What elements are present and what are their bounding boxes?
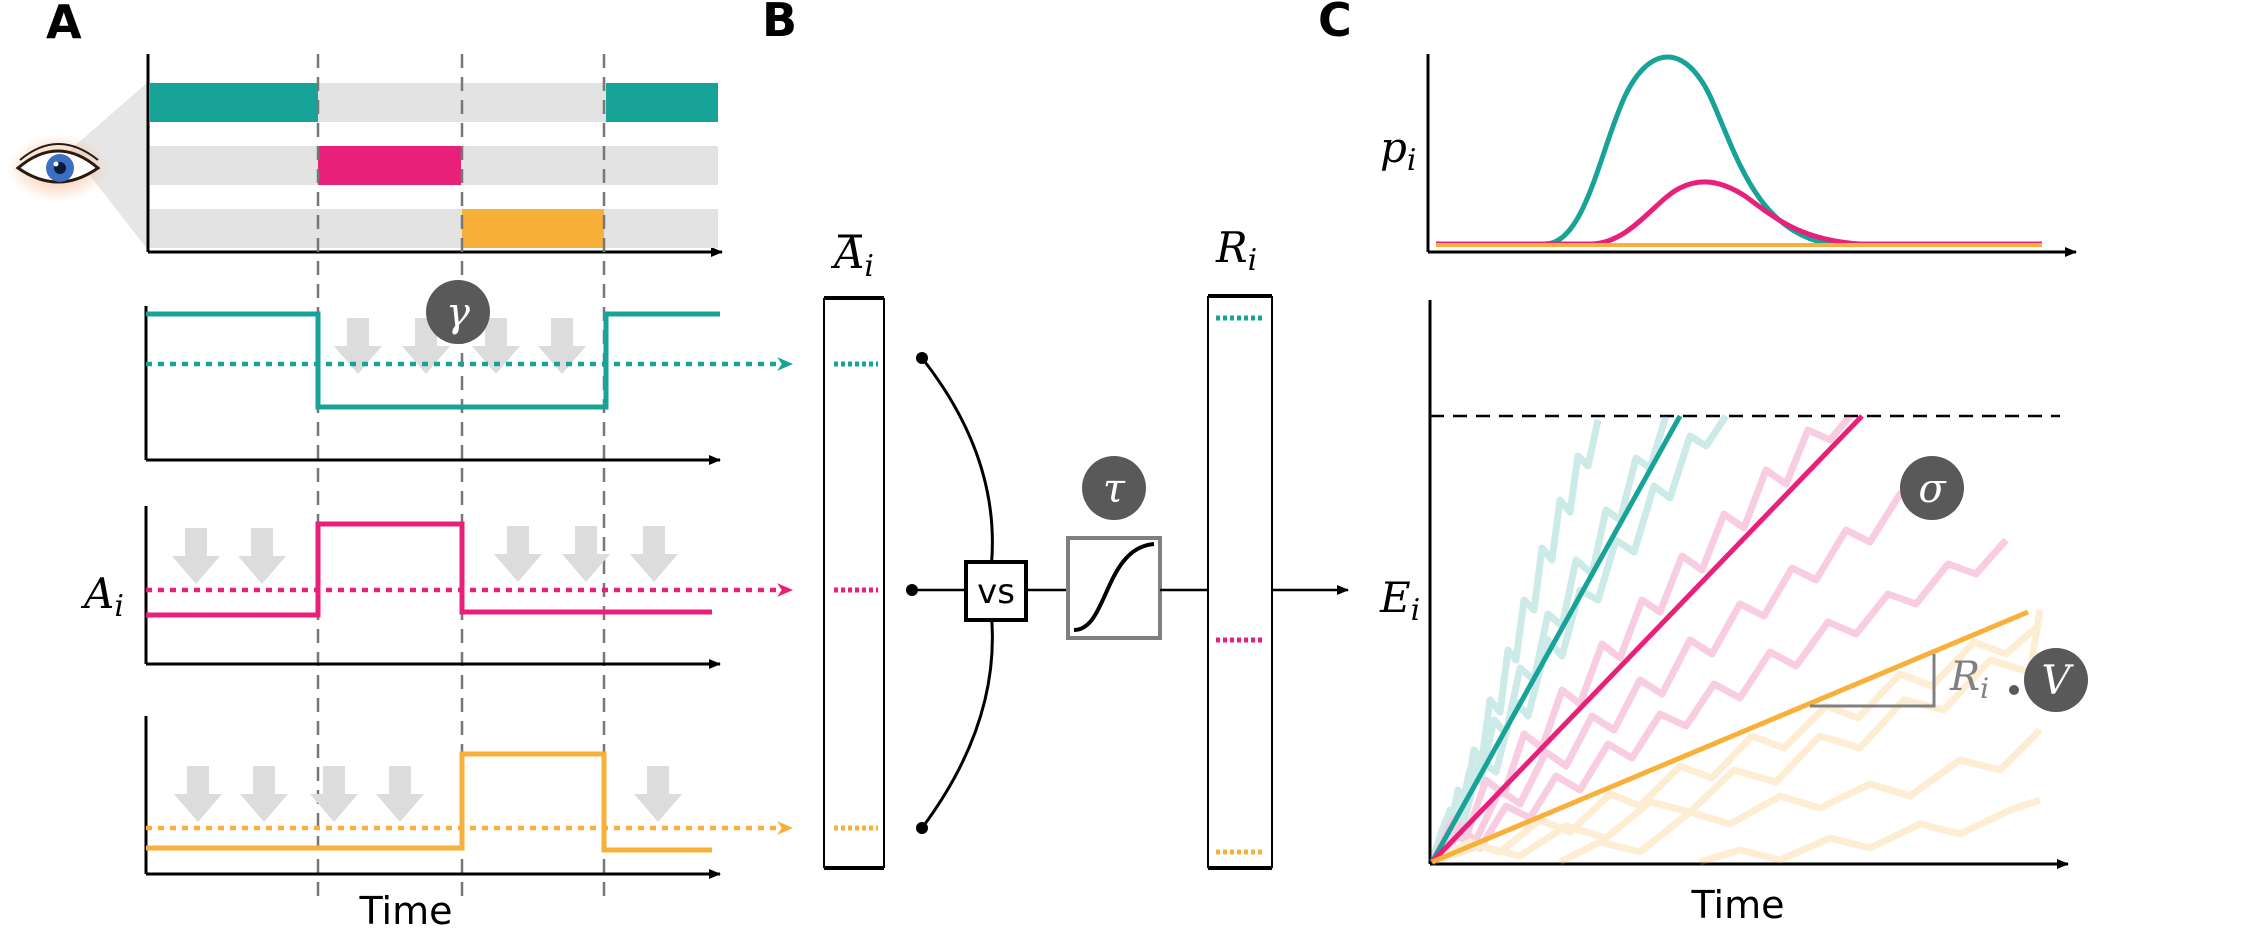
svg-text:τ: τ	[1103, 466, 1126, 512]
r-column	[1207, 294, 1273, 870]
gamma-badge: γ	[426, 280, 490, 344]
p-i-label: pi	[1380, 123, 1417, 178]
panel-label-a: A	[46, 0, 82, 49]
activation-trace-orange	[146, 751, 712, 853]
svg-text:V: V	[2042, 658, 2075, 704]
stimulus-magenta-on	[318, 146, 461, 185]
stimulus-teal-on-2	[606, 83, 718, 122]
activation-row-magenta	[144, 506, 794, 669]
r-i-label: Ri	[1215, 223, 1257, 278]
activation-trace-teal	[146, 311, 720, 410]
slope-indicator	[1810, 654, 1936, 708]
e-i-label: Ei	[1379, 573, 1420, 628]
activation-row-teal	[144, 306, 794, 465]
activation-trace-magenta	[146, 521, 712, 618]
pdf-curve-magenta	[1436, 179, 2042, 247]
pdf-curve-teal	[1436, 54, 2042, 247]
noisy-traces	[1428, 413, 2044, 866]
slope-r-i-label: Ri	[1949, 654, 1989, 705]
svg-text:γ: γ	[446, 290, 470, 336]
drift-line-orange	[1431, 609, 2029, 865]
comparator-label: vs	[977, 572, 1015, 612]
drift-line-teal	[1429, 414, 1683, 864]
v-badge: V	[2024, 648, 2088, 712]
sigma-badge: σ	[1900, 456, 1964, 520]
panel-label-c: C	[1318, 0, 1352, 47]
stimulus-tracks	[150, 83, 718, 248]
eye-icon	[8, 134, 108, 202]
pdf-plot: pi	[1380, 54, 2077, 257]
panel-label-b: B	[762, 0, 797, 47]
stimulus-axes	[146, 54, 723, 257]
axis-title-time-c: Time	[1691, 883, 1785, 927]
a-i-label: Ai	[80, 569, 124, 624]
tau-badge: τ	[1082, 456, 1146, 520]
stimulus-teal-on-1	[150, 83, 318, 122]
drift-line-magenta	[1430, 414, 1864, 864]
track-orange	[150, 209, 718, 248]
eye-view-cone	[70, 82, 148, 250]
abar-column	[823, 296, 885, 870]
evidence-plot: Ri Ei	[1379, 300, 2069, 869]
decay-arrows	[172, 318, 682, 822]
multiply-dot	[2009, 685, 2019, 695]
time-markers	[316, 54, 606, 902]
sigmoid-icon	[1073, 542, 1155, 632]
comparator-box: vs	[964, 560, 1028, 622]
stimulus-orange-on	[462, 209, 604, 248]
axis-title-time-a: Time	[359, 889, 453, 930]
activation-row-orange	[144, 716, 794, 879]
svg-text:σ: σ	[1918, 466, 1947, 512]
sigmoid-box	[1066, 536, 1162, 640]
